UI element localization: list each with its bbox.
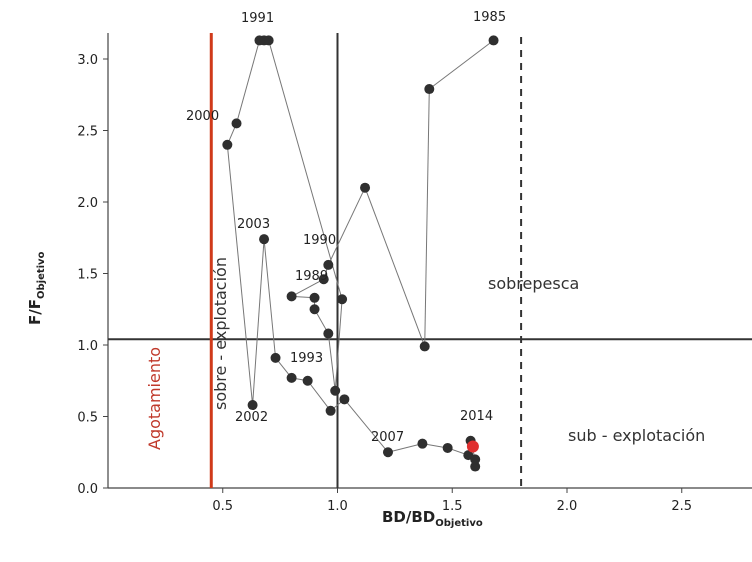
- data-point: [286, 372, 297, 383]
- year-label-2014: 2014: [460, 409, 493, 424]
- y-tick-label: 1.0: [77, 339, 98, 354]
- data-point: [323, 328, 334, 339]
- region-label-sub-explotacion: sub - explotación: [568, 426, 705, 445]
- year-label-1985: 1985: [473, 10, 506, 25]
- data-point: [323, 259, 334, 270]
- data-point: [470, 454, 481, 465]
- x-axis-label: BD/BDObjetivo: [382, 508, 483, 529]
- data-point: [339, 394, 350, 405]
- x-tick-label: 2.5: [671, 499, 692, 514]
- data-point: [417, 438, 428, 449]
- data-point: [488, 35, 499, 46]
- x-axis-ticks: 0.5 1.0 1.5 2.0 2.5: [212, 488, 692, 514]
- data-point: [254, 35, 265, 46]
- year-label-1993: 1993: [290, 351, 323, 366]
- trajectory-segment: [226, 144, 254, 406]
- trajectory-segment: [307, 380, 332, 412]
- data-point: [470, 461, 481, 472]
- data-point: [270, 352, 281, 363]
- trajectory-segment: [252, 239, 265, 406]
- trajectory-segment: [263, 239, 277, 358]
- data-point: [419, 341, 430, 352]
- region-label-sobrepesca: sobrepesca: [488, 274, 579, 293]
- trajectory-segment: [327, 333, 336, 391]
- year-label-1989: 1989: [295, 269, 328, 284]
- y-tick-label: 1.5: [77, 268, 98, 283]
- x-axis-label-sub: Objetivo: [435, 518, 483, 529]
- trajectory-segment: [291, 278, 324, 297]
- data-point: [442, 442, 453, 453]
- data-point: [360, 182, 371, 193]
- data-points: [222, 35, 499, 472]
- data-point: [330, 385, 341, 396]
- y-tick-label: 2.0: [77, 196, 98, 211]
- trajectory-segment: [424, 89, 430, 347]
- data-point: [247, 400, 258, 411]
- trajectory-segment: [428, 40, 494, 90]
- y-tick-label: 3.0: [77, 53, 98, 68]
- year-label-2003: 2003: [237, 217, 270, 232]
- x-tick-label: 0.5: [212, 499, 233, 514]
- data-point: [309, 304, 320, 315]
- data-point: [424, 84, 435, 95]
- data-point: [337, 294, 348, 305]
- data-point: [222, 139, 233, 150]
- data-point: [325, 405, 336, 416]
- data-point: [259, 234, 270, 245]
- y-axis-label-sub: Objetivo: [36, 251, 47, 299]
- x-tick-label: 1.5: [442, 499, 463, 514]
- y-axis-label-main: F/F: [26, 299, 44, 325]
- data-point: [286, 291, 297, 302]
- data-point: [318, 274, 329, 285]
- year-label-2002: 2002: [235, 410, 268, 425]
- trajectory-segment: [327, 187, 366, 266]
- region-label-agotamiento: Agotamiento: [145, 347, 164, 450]
- trajectory-lines: [226, 39, 494, 467]
- trajectory-segment: [343, 399, 389, 453]
- trajectory-segment: [334, 299, 343, 391]
- trajectory-segment: [364, 187, 426, 347]
- year-label-2007: 2007: [371, 430, 404, 445]
- data-point: [231, 118, 242, 129]
- trajectory-segment: [236, 40, 260, 124]
- data-point: [302, 375, 313, 386]
- y-tick-label: 2.5: [77, 125, 98, 140]
- year-label-1991: 1991: [241, 11, 274, 26]
- data-point: [309, 292, 320, 303]
- y-tick-label: 0.0: [77, 482, 98, 497]
- x-tick-label: 1.0: [327, 499, 348, 514]
- y-axis-label: F/FObjetivo: [26, 251, 47, 325]
- y-axis-ticks: 0.0 0.5 1.0 1.5 2.0 2.5 3.0: [77, 53, 108, 497]
- data-point: [382, 447, 393, 458]
- x-tick-label: 2.0: [557, 499, 578, 514]
- trajectory-segment: [268, 40, 343, 300]
- x-axis-label-main: BD/BD: [382, 508, 435, 526]
- region-label-sobre-explotacion: sobre - explotación: [211, 257, 230, 410]
- year-label-1990: 1990: [303, 233, 336, 248]
- y-tick-label: 0.5: [77, 411, 98, 426]
- data-point-current: [466, 440, 479, 453]
- year-label-2000: 2000: [186, 109, 219, 124]
- trajectory-segment: [387, 443, 423, 453]
